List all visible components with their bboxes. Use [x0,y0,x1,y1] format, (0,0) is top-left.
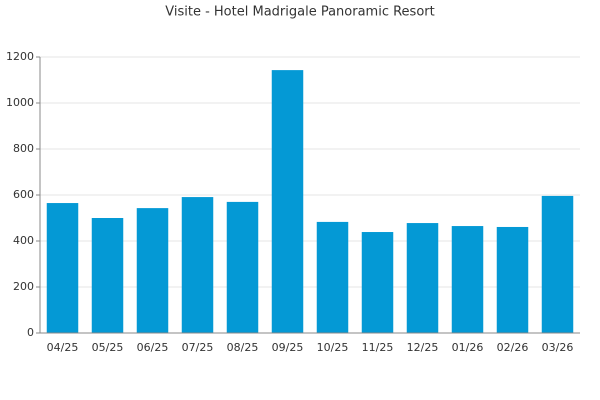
x-tick-label: 02/26 [497,341,529,354]
bar [406,223,439,333]
x-tick-label: 03/26 [542,341,574,354]
x-tick-label: 09/25 [272,341,304,354]
bar [316,221,349,333]
x-tick-label: 05/25 [92,341,124,354]
y-tick-label: 400 [13,234,34,247]
x-tick-label: 10/25 [317,341,349,354]
x-tick-label: 07/25 [182,341,214,354]
bar [181,197,214,333]
bar [271,70,304,334]
y-tick-label: 600 [13,188,34,201]
y-tick-label: 1000 [6,96,34,109]
x-tick-label: 08/25 [227,341,259,354]
chart-title: Visite - Hotel Madrigale Panoramic Resor… [165,5,434,20]
y-tick-label: 800 [13,142,34,155]
bar [226,201,259,333]
bar [46,203,79,333]
x-tick-label: 04/25 [47,341,79,354]
bar [496,226,529,333]
y-tick-label: 1200 [6,50,34,63]
y-tick-label: 200 [13,280,34,293]
x-tick-label: 06/25 [137,341,169,354]
bar [136,208,169,333]
x-tick-label: 11/25 [362,341,394,354]
bar [451,226,484,333]
bar [91,218,124,333]
y-tick-label: 0 [27,326,34,339]
bar [541,195,574,333]
x-tick-label: 01/26 [452,341,484,354]
bar [361,232,394,333]
x-tick-label: 12/25 [407,341,439,354]
